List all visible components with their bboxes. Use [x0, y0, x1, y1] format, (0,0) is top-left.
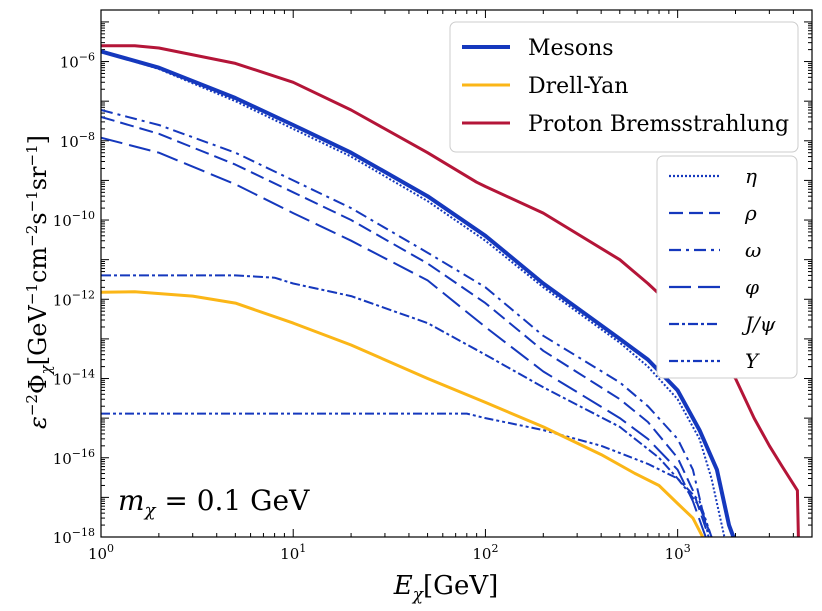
x-tick-label: 103 [665, 542, 691, 563]
x-tick-label: 102 [472, 542, 498, 563]
x-tick-label: 101 [280, 542, 306, 563]
legend-entry: Mesons [528, 36, 614, 61]
legend-entry: Drell-Yan [528, 74, 628, 99]
series---line [101, 412, 713, 537]
y-tick-label: 10−6 [60, 51, 95, 72]
legend-mesons-box [656, 155, 798, 379]
legend-entry: Υ [745, 349, 760, 373]
legend-entry: η [745, 164, 757, 188]
x-axis-label: Eχ[GeV] [393, 571, 499, 605]
legend-main: Mesons Drell-Yan Proton Bremsstrahlung [449, 21, 799, 153]
legend-entry: J/ψ [741, 312, 776, 336]
y-tick-label: 10−10 [53, 209, 95, 230]
legend-entry: ρ [744, 201, 757, 225]
y-tick-label: 10−8 [60, 130, 95, 151]
y-tick-label: 10−18 [53, 526, 95, 547]
legend-entry: φ [745, 275, 759, 299]
series-j--line [101, 274, 713, 537]
plot-frame [100, 9, 813, 538]
series---line [101, 115, 710, 537]
series-drell-yan-line [101, 290, 705, 537]
mass-annotation: mχ = 0.1 GeV [118, 484, 310, 521]
legend-main-box [449, 21, 799, 153]
series---line [101, 136, 707, 537]
series-mesons-line [101, 49, 736, 537]
y-axis-label: ε−2Φχ[GeV−1cm−2s−1sr−1] [23, 135, 55, 429]
series---line [101, 50, 726, 537]
y-tick-label: 10−16 [53, 447, 95, 468]
series-proton-bremsstrahlung-line [101, 44, 800, 537]
y-tick-label: 10−14 [53, 368, 95, 389]
x-tick-label: 100 [88, 542, 114, 563]
legend-entry: Proton Bremsstrahlung [528, 112, 789, 137]
y-tick-label: 10−12 [53, 288, 95, 309]
series---line [101, 109, 710, 537]
legend-entry: ω [745, 238, 761, 262]
